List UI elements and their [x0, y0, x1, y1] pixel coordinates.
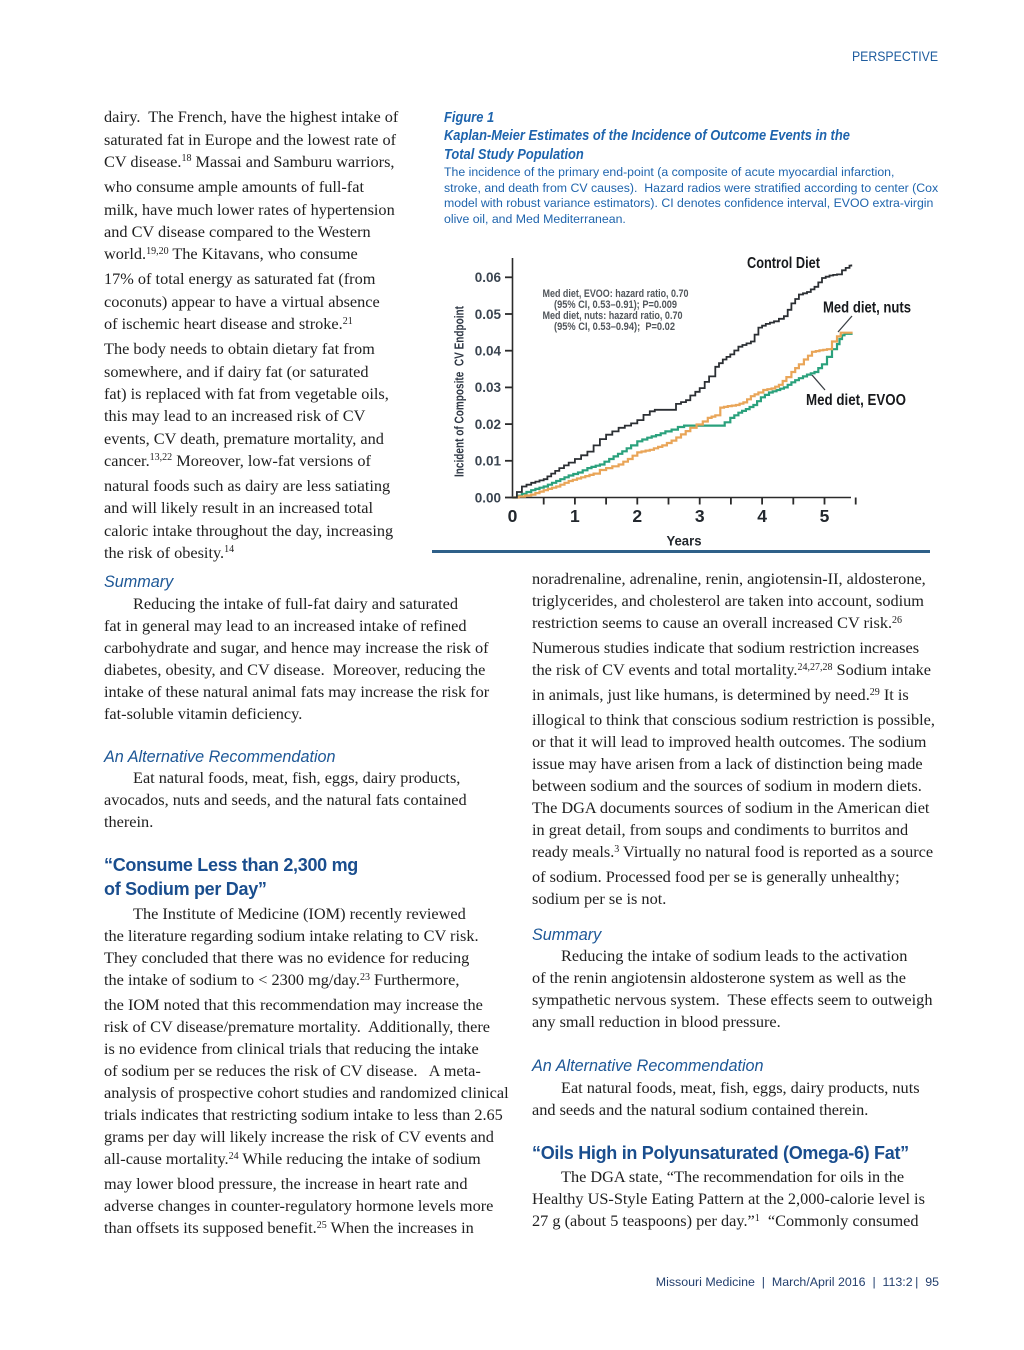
svg-text:0.06: 0.06: [475, 270, 502, 285]
svg-text:Incident of Composite CV Endp: Incident of Composite CV Endpoint: [451, 305, 466, 477]
svg-text:0.01: 0.01: [475, 454, 502, 469]
svg-text:Med diet, EVOO: hazard ratio,: Med diet, EVOO: hazard ratio, 0.70: [543, 288, 689, 300]
svg-text:0.05: 0.05: [475, 307, 502, 322]
svg-text:0.03: 0.03: [475, 380, 502, 395]
svg-text:1: 1: [570, 506, 580, 526]
svg-text:Med diet, nuts: hazard ratio,: Med diet, nuts: hazard ratio, 0.70: [543, 310, 683, 322]
svg-text:0: 0: [508, 506, 518, 526]
svg-text:0.04: 0.04: [475, 344, 502, 359]
svg-text:(95% CI, 0.53–0.94); P=0.02: (95% CI, 0.53–0.94); P=0.02: [554, 321, 675, 333]
svg-text:Med diet, nuts: Med diet, nuts: [823, 300, 911, 317]
svg-text:2: 2: [632, 506, 642, 526]
svg-text:(95% CI, 0.53–0.91); P=0.009: (95% CI, 0.53–0.91); P=0.009: [554, 299, 677, 311]
svg-text:3: 3: [695, 506, 705, 526]
svg-text:5: 5: [820, 506, 830, 526]
svg-text:0.02: 0.02: [475, 417, 501, 432]
svg-text:Control Diet: Control Diet: [747, 255, 821, 272]
svg-text:Years: Years: [667, 534, 702, 549]
svg-text:0.00: 0.00: [475, 490, 501, 505]
svg-text:Med diet, EVOO: Med diet, EVOO: [806, 392, 906, 409]
svg-text:4: 4: [757, 506, 767, 526]
